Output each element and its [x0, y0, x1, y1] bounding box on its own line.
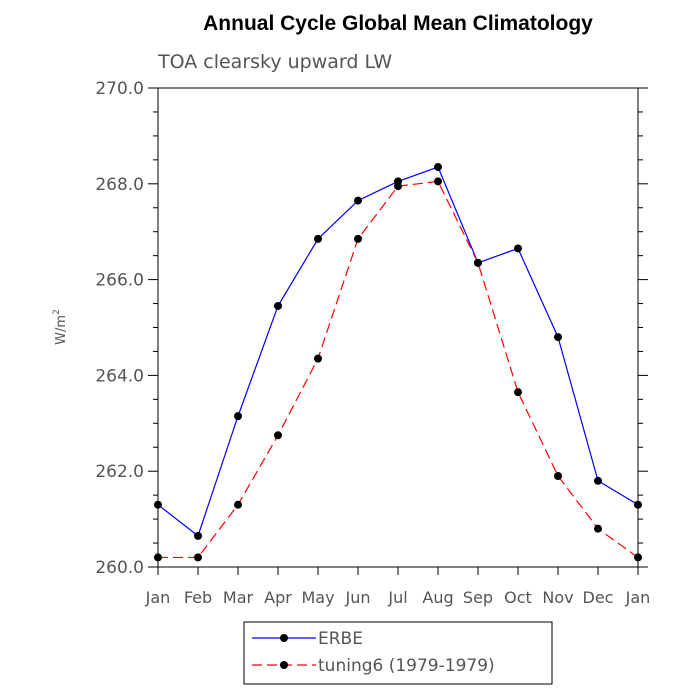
data-point-series-2: [474, 258, 482, 267]
legend-label-2: tuning6 (1979-1979): [318, 656, 495, 676]
data-point-series-2: [434, 177, 442, 186]
x-tick-label: Mar: [223, 588, 254, 607]
y-tick-label: 264.0: [95, 366, 144, 386]
x-tick-label: Oct: [504, 588, 532, 607]
data-point-series-2: [234, 500, 242, 509]
legend-label-1: ERBE: [318, 629, 363, 649]
data-point-series-1: [554, 333, 562, 342]
y-axis-label: W/m2: [52, 309, 69, 345]
data-point-series-1: [434, 163, 442, 172]
x-tick-label: Sep: [463, 588, 493, 607]
data-point-series-1: [594, 476, 602, 485]
legend: ERBE tuning6 (1979-1979): [243, 621, 553, 685]
svg-text:W/m2: W/m2: [52, 309, 69, 345]
series-line-2: [158, 180, 639, 559]
data-point-series-2: [514, 388, 522, 397]
chart-subtitle: TOA clearsky upward LW: [157, 51, 392, 73]
data-point-series-2: [314, 354, 322, 363]
data-point-series-1: [194, 531, 202, 540]
legend-box: [243, 621, 553, 685]
chart-title: Annual Cycle Global Mean Climatology: [203, 12, 593, 35]
y-tick-label: 262.0: [95, 462, 144, 482]
x-tick-label: Jan: [145, 588, 171, 607]
y-tick-label: 268.0: [95, 175, 144, 195]
data-point-series-2: [194, 553, 202, 562]
x-tick-label: Apr: [264, 588, 292, 607]
data-point-series-2: [154, 553, 162, 562]
data-point-series-1: [634, 500, 642, 509]
data-point-series-2: [634, 553, 642, 562]
x-tick-label: Jun: [345, 588, 371, 607]
series-line-1: [157, 166, 639, 537]
data-point-series-1: [274, 301, 282, 310]
data-point-series-1: [514, 244, 522, 253]
axes: 260.0 262.0 264.0 266.0 268.0 270.0 Jan Feb Mar A…: [95, 79, 650, 607]
plot-frame: [157, 87, 639, 568]
data-point-series-1: [314, 234, 322, 243]
series-layer: [154, 163, 642, 562]
data-point-series-1: [234, 412, 242, 421]
data-point-series-2: [274, 431, 282, 440]
data-point-series-2: [554, 471, 562, 480]
y-axis-label-text: W/m: [54, 315, 69, 345]
y-tick-label: 260.0: [95, 558, 144, 578]
data-point-series-1: [354, 196, 362, 205]
x-tick-label: Nov: [542, 588, 573, 607]
y-axis-label-superscript: 2: [52, 309, 62, 315]
data-point-series-2: [594, 524, 602, 533]
x-tick-label: Feb: [184, 588, 212, 607]
x-tick-label: Dec: [583, 588, 614, 607]
y-tick-label: 270.0: [95, 79, 144, 99]
x-tick-label: Jul: [387, 588, 407, 607]
legend-marker-1: [280, 634, 288, 642]
x-tick-label: Jan: [625, 588, 651, 607]
data-point-series-1: [154, 500, 162, 509]
data-point-series-2: [354, 234, 362, 243]
x-tick-label: May: [301, 588, 334, 607]
x-tick-label: Aug: [422, 588, 453, 607]
y-tick-label: 266.0: [95, 271, 144, 291]
legend-marker-2: [280, 661, 288, 669]
data-point-series-2: [394, 182, 402, 191]
